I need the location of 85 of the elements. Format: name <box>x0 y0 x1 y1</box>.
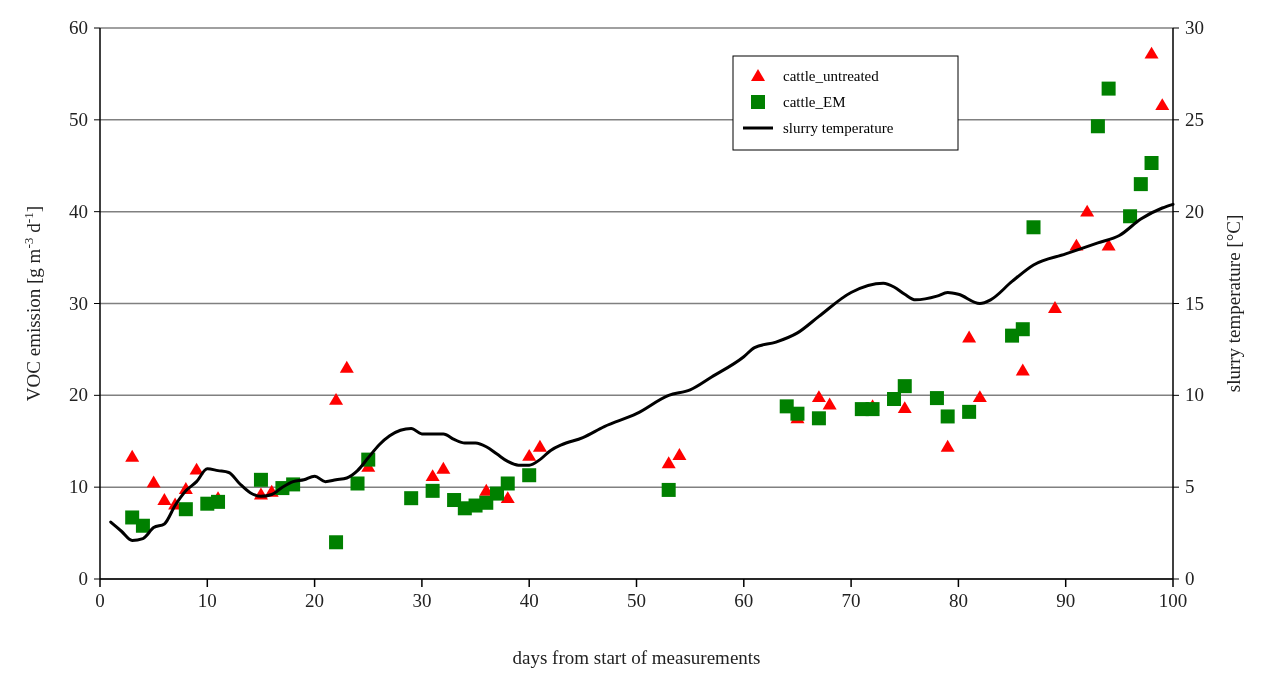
y2-tick-label: 30 <box>1185 17 1204 38</box>
point <box>897 379 912 394</box>
x-axis-title: days from start of measurements <box>512 647 761 668</box>
point <box>962 330 977 343</box>
y2-tick-label: 10 <box>1185 384 1204 406</box>
point <box>1123 209 1138 224</box>
point <box>425 469 440 482</box>
y2-tick-label: 15 <box>1185 292 1204 314</box>
point <box>1144 46 1159 59</box>
y-tick-label: 10 <box>69 476 88 498</box>
point <box>1080 204 1095 217</box>
y2-axis-title: slurry temperature [°C] <box>1223 214 1244 393</box>
x-tick-label: 90 <box>1056 590 1076 611</box>
y-tick-label: 0 <box>78 568 88 589</box>
point <box>929 391 944 406</box>
point <box>1047 301 1062 313</box>
point <box>125 510 140 525</box>
point <box>940 439 955 452</box>
point <box>1133 177 1148 192</box>
point <box>436 461 451 474</box>
point <box>522 468 537 483</box>
point <box>962 404 977 419</box>
x-tick-label: 30 <box>412 590 432 611</box>
point <box>672 448 687 460</box>
x-tick-label: 50 <box>627 590 646 611</box>
point <box>865 402 880 417</box>
point <box>811 390 826 403</box>
y-tick-label: 20 <box>69 384 88 406</box>
point <box>329 392 344 405</box>
x-tick-label: 100 <box>1158 590 1188 611</box>
point <box>661 482 676 497</box>
point <box>189 462 204 475</box>
x-tick-label: 80 <box>948 590 968 611</box>
y2-tick-label: 20 <box>1185 200 1204 222</box>
x-tick-label: 60 <box>734 590 754 611</box>
point <box>1090 119 1105 134</box>
point <box>1026 220 1041 235</box>
point <box>1144 156 1159 170</box>
point <box>253 472 268 487</box>
point <box>425 483 440 498</box>
point <box>447 493 462 508</box>
point <box>339 360 354 373</box>
point <box>532 439 547 452</box>
point <box>1155 98 1170 111</box>
point <box>211 494 226 509</box>
point <box>157 493 172 505</box>
point <box>1015 363 1030 376</box>
point <box>822 397 837 410</box>
point <box>811 411 826 426</box>
x-tick-label: 0 <box>95 590 105 611</box>
point <box>135 518 150 533</box>
point <box>897 401 912 414</box>
x-tick-label: 70 <box>841 590 861 611</box>
y-tick-label: 50 <box>69 108 88 130</box>
point <box>479 495 494 510</box>
y2-tick-label: 25 <box>1185 108 1204 130</box>
y-tick-label: 40 <box>69 200 88 222</box>
point <box>329 535 344 550</box>
legend-label: cattle_untreated <box>783 68 880 84</box>
point <box>178 502 193 517</box>
y-tick-label: 30 <box>69 292 88 314</box>
x-tick-label: 10 <box>197 590 217 611</box>
point <box>500 476 515 491</box>
legend-label: slurry temperature <box>783 120 894 136</box>
legend-label: cattle_EM <box>783 94 846 110</box>
point <box>1015 322 1030 337</box>
point <box>522 448 537 461</box>
y-tick-label: 60 <box>69 17 88 38</box>
point <box>404 491 419 506</box>
x-tick-label: 20 <box>305 590 325 611</box>
point <box>125 449 140 462</box>
y2-tick-label: 0 <box>1185 568 1195 589</box>
point <box>490 486 505 501</box>
point <box>146 475 161 488</box>
point <box>940 409 955 424</box>
point <box>350 476 365 491</box>
point <box>500 491 515 504</box>
point <box>1101 81 1116 96</box>
point <box>661 456 676 469</box>
y2-tick-label: 5 <box>1185 476 1195 498</box>
point <box>790 406 805 421</box>
point <box>887 392 902 407</box>
point <box>972 390 987 403</box>
x-tick-label: 40 <box>519 590 539 611</box>
point <box>1101 238 1116 251</box>
